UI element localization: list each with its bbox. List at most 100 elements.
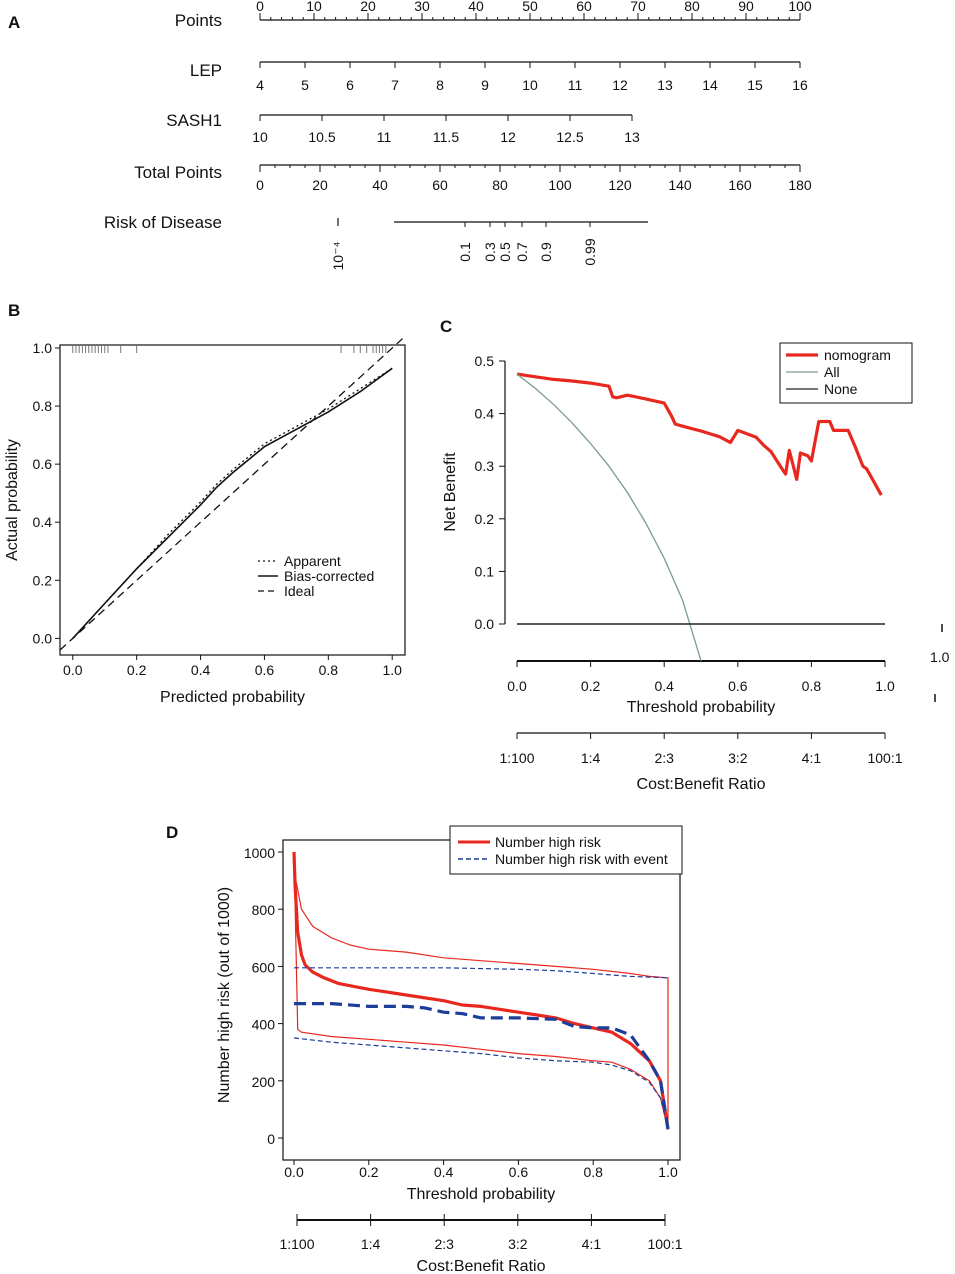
x-tick-label: 0.4 xyxy=(434,1164,454,1180)
x-tick-label: 0.2 xyxy=(127,662,147,678)
x-tick-label: 0.6 xyxy=(509,1164,529,1180)
risk-tick-label: 0.9 xyxy=(538,242,554,262)
total-points-tick-label: 80 xyxy=(492,177,508,193)
lep-tick-label: 6 xyxy=(346,77,354,93)
points-tick-label: 70 xyxy=(630,0,646,14)
x-tick-label: 0.8 xyxy=(802,678,822,694)
x-tick-label: 0.6 xyxy=(255,662,275,678)
series-line-number-high-risk-upper xyxy=(293,851,669,1127)
total-points-tick-label: 0 xyxy=(256,177,264,193)
ratio-tick-label: 1:4 xyxy=(361,1236,381,1252)
y-tick-label: 0.0 xyxy=(33,630,53,646)
x-tick-label: 0.6 xyxy=(728,678,748,694)
nomogram-row-label: LEP xyxy=(190,61,222,80)
total-points-tick-label: 40 xyxy=(372,177,388,193)
y-axis-title: Number high risk (out of 1000) xyxy=(216,887,233,1103)
x-tick-label: 1.0 xyxy=(382,662,402,678)
legend-label: Apparent xyxy=(284,553,341,569)
decision-curve-plot: 0.0 0.1 0.2 0.3 0.4 0.5 Net Benefit 0.0 0.2 0.4 0.… xyxy=(442,342,913,793)
risk-tick-label: 0.5 xyxy=(497,242,513,262)
legend-label: Number high risk with event xyxy=(495,851,668,867)
x-tick-label: 1.0 xyxy=(875,678,895,694)
lep-tick-label: 7 xyxy=(391,77,399,93)
total-points-tick-label: 20 xyxy=(312,177,328,193)
total-points-tick-label: 60 xyxy=(432,177,448,193)
lep-tick-label: 4 xyxy=(256,77,264,93)
x-tick-label: 0.0 xyxy=(63,662,83,678)
y-tick-label: 0.8 xyxy=(33,398,53,414)
ratio-tick-label: 1:100 xyxy=(279,1236,314,1252)
calibration-plot: 0.0 0.2 0.4 0.6 0.8 1.0 0.0 0.2 0.4 0.6 0.8 1.0 Pred… xyxy=(4,335,406,706)
legend-label: Ideal xyxy=(284,583,314,599)
nomogram-panel: Points LEP SASH1 Total Points Risk of Diseas… xyxy=(104,0,812,270)
panel-a-label: A xyxy=(8,13,20,32)
y-tick-label: 0.4 xyxy=(475,406,495,422)
ratio-tick-label: 1:4 xyxy=(581,750,601,766)
y-tick-label: 0.3 xyxy=(475,458,495,474)
y-tick-label: 800 xyxy=(252,902,276,918)
nomogram-row-label: Risk of Disease xyxy=(104,213,222,232)
ratio-tick-label: 3:2 xyxy=(728,750,748,766)
total-points-tick-label: 120 xyxy=(608,177,632,193)
x-tick-label: 0.0 xyxy=(284,1164,304,1180)
total-points-tick-label: 140 xyxy=(668,177,692,193)
legend-label: None xyxy=(824,381,858,397)
ratio-tick-label: 100:1 xyxy=(867,750,902,766)
series-line-all xyxy=(516,373,702,661)
panel-b-label: B xyxy=(8,301,20,320)
risk-tick-label: 0.3 xyxy=(482,242,498,262)
points-tick-label: 20 xyxy=(360,0,376,14)
nomogram-row-label: Points xyxy=(175,11,222,30)
risk-tick-label: 10⁻⁴ xyxy=(330,242,346,271)
clinical-impact-plot: 0 200 400 600 800 1000 Number high risk (out o… xyxy=(216,825,683,1274)
y-tick-label: 1000 xyxy=(244,845,275,861)
lep-tick-label: 10 xyxy=(522,77,538,93)
points-tick-label: 40 xyxy=(468,0,484,14)
x-tick-label: 0.8 xyxy=(319,662,339,678)
x-axis-title: Threshold probability xyxy=(407,1186,556,1203)
series-line-number-high-risk xyxy=(292,851,670,1130)
sash1-tick-label: 11 xyxy=(377,129,392,145)
y-tick-label: 0.5 xyxy=(475,353,495,369)
plot-frame xyxy=(282,839,681,1161)
series-line-number-high-risk-with-event xyxy=(294,1002,670,1130)
y-tick-label: 0.0 xyxy=(475,616,495,632)
ratio-axis-title: Cost:Benefit Ratio xyxy=(637,776,766,793)
y-tick-label: 0.6 xyxy=(33,456,53,472)
x-tick-label: 0.2 xyxy=(581,678,601,694)
panel-c-label: C xyxy=(440,317,452,336)
risk-tick-label: 0.1 xyxy=(457,242,473,262)
sash1-tick-label: 13 xyxy=(624,129,640,145)
x-axis-title: Threshold probability xyxy=(627,699,776,716)
y-tick-label: 0.2 xyxy=(33,572,53,588)
y-tick-label: 0.2 xyxy=(475,511,495,527)
points-tick-label: 0 xyxy=(256,0,264,14)
lep-tick-label: 13 xyxy=(657,77,673,93)
legend-box xyxy=(449,825,683,875)
lep-tick-label: 8 xyxy=(436,77,444,93)
sash1-tick-label: 12 xyxy=(500,129,516,145)
legend-label: Bias-corrected xyxy=(284,568,374,584)
y-tick-label: 0.1 xyxy=(475,563,495,579)
y-tick-label: 0.4 xyxy=(33,514,53,530)
points-tick-label: 50 xyxy=(522,0,538,14)
lep-tick-label: 12 xyxy=(612,77,628,93)
y-tick-label: 1.0 xyxy=(33,340,53,356)
legend-label: Number high risk xyxy=(495,834,602,850)
x-tick-label: 0.0 xyxy=(507,678,527,694)
sash1-tick-label: 11.5 xyxy=(433,129,459,145)
ratio-tick-label: 4:1 xyxy=(802,750,822,766)
nomogram-row-label: SASH1 xyxy=(166,111,222,130)
lep-tick-label: 16 xyxy=(792,77,808,93)
y-axis-title: Net Benefit xyxy=(442,452,459,532)
y-tick-label: 0 xyxy=(267,1131,275,1147)
x-axis-title: Predicted probability xyxy=(160,689,305,706)
plot-frame xyxy=(59,344,406,656)
x-tick-label: 0.4 xyxy=(654,678,674,694)
legend-label: All xyxy=(824,364,840,380)
points-tick-label: 100 xyxy=(788,0,812,14)
lep-tick-label: 15 xyxy=(747,77,763,93)
sash1-tick-label: 12.5 xyxy=(556,129,583,145)
total-points-tick-label: 160 xyxy=(728,177,752,193)
